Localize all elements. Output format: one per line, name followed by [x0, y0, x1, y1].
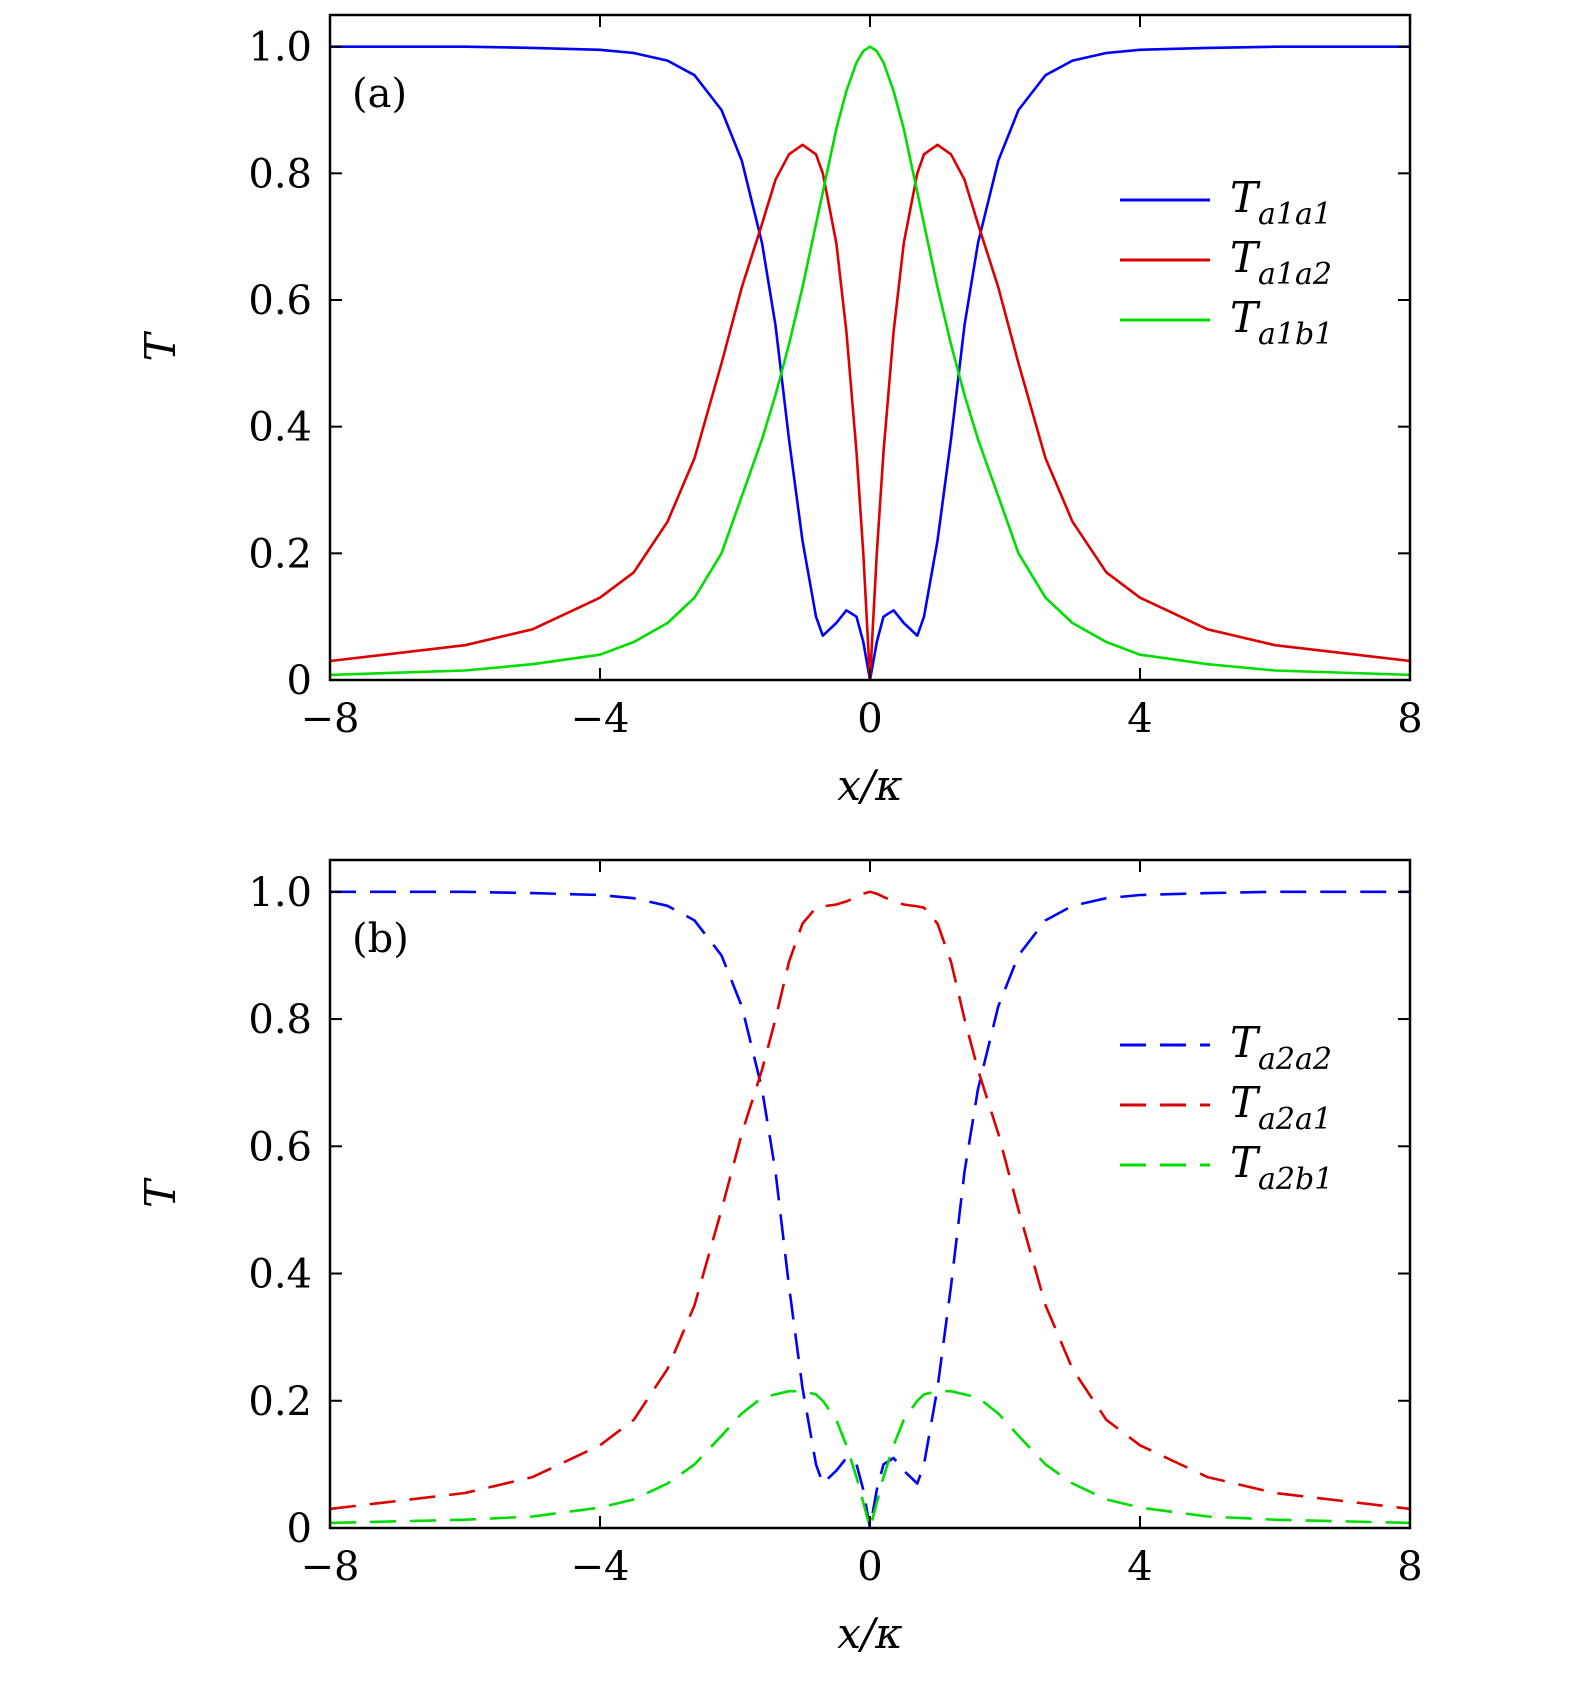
series-line-a1b1	[330, 45, 1410, 677]
series-line-a2a1	[330, 890, 1410, 1511]
x-tick-label: −4	[571, 696, 630, 742]
plot-frame	[328, 858, 1412, 1530]
legend-label-a2b1: Ta2b1	[1230, 1138, 1333, 1197]
y-axis-title: T	[136, 1177, 185, 1208]
y-axis-title: T	[136, 331, 185, 362]
y-tick-label: 0.8	[248, 151, 312, 197]
legend-label-a1a2: Ta1a2	[1230, 233, 1332, 292]
y-tick-label: 0.4	[248, 1252, 312, 1298]
x-tick-label: 4	[1127, 1544, 1152, 1590]
y-tick-label: 1.0	[248, 870, 312, 916]
legend-label-a1a1: Ta1a1	[1230, 173, 1332, 232]
panel-a: −8 −4 0 4 8 0 0.2 0.4 0.6 0.8 1.0 x/κ T (a) Ta1a1Ta1a2…	[136, 13, 1423, 810]
x-tick-label: −8	[301, 1544, 360, 1590]
y-tick-label: 0.6	[248, 278, 312, 324]
series-line-a1a2	[330, 143, 1410, 680]
x-tick-label: 0	[857, 696, 882, 742]
x-tick-label: 8	[1397, 696, 1422, 742]
panel-label: (b)	[352, 916, 409, 962]
curves-a	[330, 45, 1410, 680]
x-axis-title: x/κ	[837, 1609, 902, 1658]
y-tick-label: 0	[287, 1506, 312, 1552]
panel-b: −8 −4 0 4 8 0 0.2 0.4 0.6 0.8 1.0 x/κ T (b) Ta2a2Ta2a1…	[136, 858, 1423, 1658]
y-tick-label: 1.0	[248, 25, 312, 71]
x-tick-label: −8	[301, 696, 360, 742]
x-tick-label: 8	[1397, 1544, 1422, 1590]
y-tick-label: 0.4	[248, 405, 312, 451]
curves-b	[330, 890, 1410, 1528]
series-line-a1a1	[330, 45, 1410, 680]
y-tick-label: 0.2	[248, 1379, 312, 1425]
x-axis-title: x/κ	[837, 761, 902, 810]
y-tick-label: 0.2	[248, 531, 312, 577]
y-tick-label: 0.8	[248, 997, 312, 1043]
legend-label-a2a2: Ta2a2	[1230, 1018, 1332, 1077]
x-tick-label: 4	[1127, 696, 1152, 742]
panel-label: (a)	[352, 71, 407, 117]
plot-frame	[328, 13, 1412, 682]
x-tick-label: 0	[857, 1544, 882, 1590]
y-tick-label: 0	[287, 658, 312, 704]
series-line-a2b1	[330, 1389, 1410, 1528]
x-tick-label: −4	[571, 1544, 630, 1590]
legend-label-a1b1: Ta1b1	[1230, 293, 1333, 352]
series-line-a2a2	[330, 890, 1410, 1528]
legend-label-a2a1: Ta2a1	[1230, 1078, 1332, 1137]
y-tick-label: 0.6	[248, 1124, 312, 1170]
